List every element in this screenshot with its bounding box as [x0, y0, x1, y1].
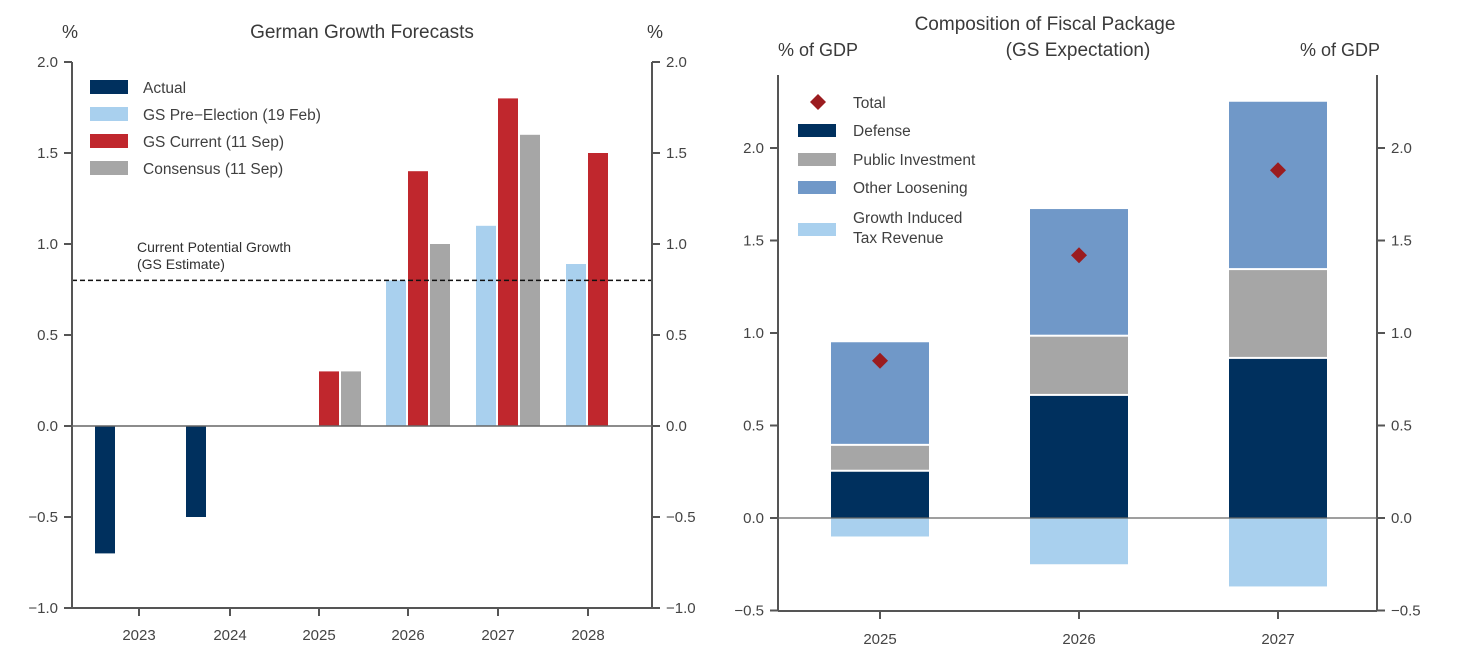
bar-pre_election-2028: [566, 264, 586, 426]
left-y-tick-label: 0.0: [37, 418, 58, 435]
x-tick-label: 2026: [391, 627, 424, 644]
bar-consensus-2026: [430, 244, 450, 426]
total-marker-2027: [1270, 162, 1286, 179]
right-y-tick-label: 2.0: [1391, 140, 1412, 157]
legend-label-consensus: Consensus (11 Sep): [143, 161, 283, 178]
legend-label-total_marker: Total: [853, 95, 886, 112]
left-y-tick-label: 1.0: [743, 325, 764, 342]
x-tick-label: 2025: [302, 627, 335, 644]
right-y-tick-label: 1.0: [666, 236, 687, 253]
bar-defense-2027: [1229, 358, 1327, 518]
legend-label-tax_revenue-line1: Growth Induced: [853, 210, 962, 227]
bar-public_investment-2026: [1030, 336, 1128, 394]
legend-swatch-current: [90, 134, 128, 148]
bar-consensus-2025: [341, 371, 361, 426]
bar-actual-2024: [186, 426, 206, 517]
total-marker-2025: [872, 352, 888, 369]
left-y-tick-label: −0.5: [734, 603, 764, 620]
x-tick-label: 2024: [213, 627, 246, 644]
german-growth-chart: German Growth Forecasts % % Current Pote…: [28, 22, 695, 644]
right-y-tick-label: −0.5: [1391, 603, 1421, 620]
fiscal-package-chart: Composition of Fiscal Package (GS Expect…: [734, 14, 1420, 648]
bar-current-2028: [588, 153, 608, 426]
bar-other_loosening-2026: [1030, 209, 1128, 335]
x-tick-label: 2026: [1062, 631, 1095, 648]
legend-swatch-public_investment: [798, 153, 836, 166]
right-y-tick-label: 0.5: [666, 327, 687, 344]
left-y-tick-label: 1.5: [743, 233, 764, 250]
right-axis-unit: % of GDP: [1300, 40, 1380, 60]
chart-title-line2: (GS Expectation): [1006, 40, 1151, 61]
legend-label-pre_election: GS Pre−Election (19 Feb): [143, 107, 321, 124]
bar-public_investment-2025: [831, 445, 929, 470]
right-y-tick-label: −1.0: [666, 600, 696, 617]
x-tick-label: 2027: [481, 627, 514, 644]
x-tick-label: 2028: [571, 627, 604, 644]
bar-actual-2023: [95, 426, 115, 554]
bar-tax_revenue-2027: [1229, 518, 1327, 587]
legend-swatch-tax_revenue: [798, 223, 836, 236]
potential-growth-label-line1: Current Potential Growth: [137, 239, 291, 255]
bar-defense-2025: [831, 471, 929, 518]
right-y-tick-label: 2.0: [666, 54, 687, 71]
bar-current-2026: [408, 171, 428, 426]
left-y-tick-label: 1.0: [37, 236, 58, 253]
legend-swatch-other_loosening: [798, 181, 836, 194]
left-y-tick-label: 1.5: [37, 145, 58, 162]
left-y-tick-label: 0.0: [743, 510, 764, 527]
bar-pre_election-2026: [386, 280, 406, 426]
right-y-tick-label: 1.5: [1391, 233, 1412, 250]
potential-growth-label-line2: (GS Estimate): [137, 256, 225, 272]
legend-diamond-icon: [810, 94, 826, 110]
bar-public_investment-2027: [1229, 270, 1327, 357]
bar-current-2027: [498, 98, 518, 427]
total-marker-2026: [1071, 247, 1087, 264]
chart-title-line1: Composition of Fiscal Package: [915, 14, 1176, 35]
bar-current-2025: [319, 371, 339, 426]
left-y-tick-label: 0.5: [37, 327, 58, 344]
legend-swatch-actual: [90, 80, 128, 94]
legend-label-current: GS Current (11 Sep): [143, 134, 284, 151]
legend-swatch-pre_election: [90, 107, 128, 121]
right-y-tick-label: 1.5: [666, 145, 687, 162]
left-y-tick-label: −0.5: [28, 509, 58, 526]
bar-other_loosening-2027: [1229, 101, 1327, 269]
bar-tax_revenue-2025: [831, 518, 929, 537]
right-axis-unit: %: [647, 22, 663, 42]
right-y-tick-label: 0.5: [1391, 418, 1412, 435]
right-y-tick-label: 1.0: [1391, 325, 1412, 342]
legend-swatch-consensus: [90, 161, 128, 175]
x-tick-label: 2025: [863, 631, 896, 648]
right-y-tick-label: −0.5: [666, 509, 696, 526]
chart-title: German Growth Forecasts: [250, 22, 474, 43]
left-y-tick-label: −1.0: [28, 600, 58, 617]
left-axis-unit: % of GDP: [778, 40, 858, 60]
left-y-tick-label: 2.0: [37, 54, 58, 71]
right-y-tick-label: 0.0: [1391, 510, 1412, 527]
left-y-tick-label: 2.0: [743, 140, 764, 157]
legend-label-other_loosening: Other Loosening: [853, 180, 968, 197]
legend-label-tax_revenue-line2: Tax Revenue: [853, 230, 943, 247]
left-y-tick-label: 0.5: [743, 418, 764, 435]
right-y-tick-label: 0.0: [666, 418, 687, 435]
left-axis-unit: %: [62, 22, 78, 42]
legend-swatch-defense: [798, 124, 836, 137]
bar-defense-2026: [1030, 395, 1128, 518]
x-tick-label: 2027: [1261, 631, 1294, 648]
bar-pre_election-2027: [476, 225, 496, 426]
legend-label-actual: Actual: [143, 80, 186, 97]
legend-label-public_investment: Public Investment: [853, 152, 976, 169]
legend-label-defense: Defense: [853, 123, 911, 140]
bar-tax_revenue-2026: [1030, 518, 1128, 565]
x-tick-label: 2023: [122, 627, 155, 644]
